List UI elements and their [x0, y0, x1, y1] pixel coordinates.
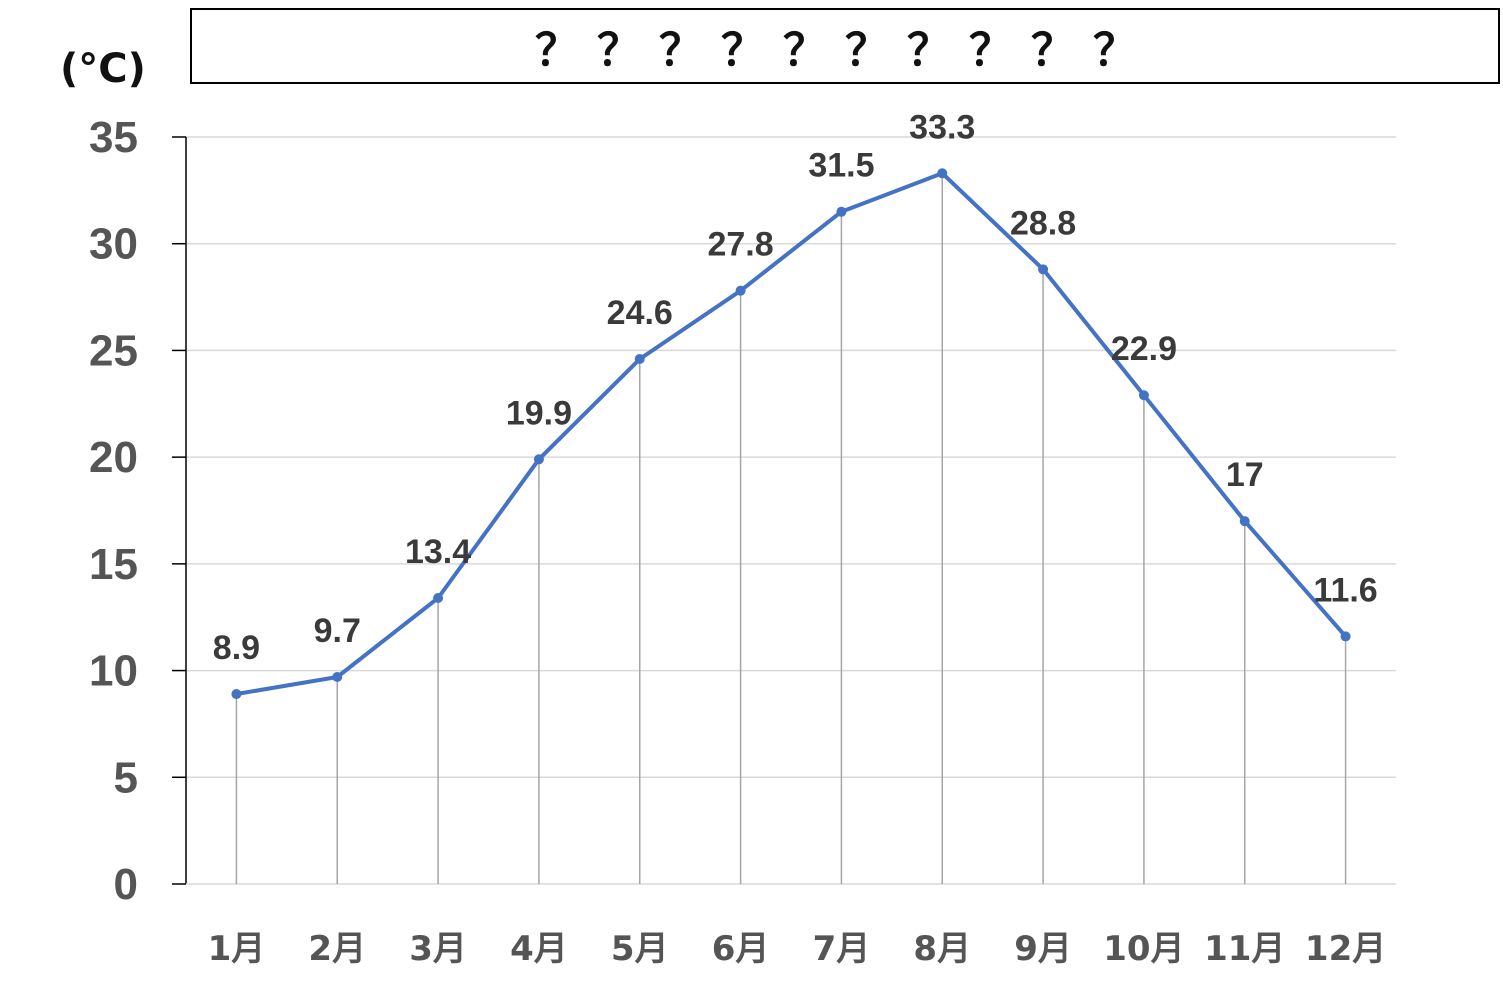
y-tick-label: 35 [89, 113, 138, 162]
y-tick-label: 10 [89, 647, 138, 696]
axes [172, 136, 1396, 885]
y-tick-label: 0 [114, 860, 138, 909]
x-tick-label: 5月 [611, 929, 669, 969]
data-point [1138, 390, 1149, 401]
drop-lines [235, 173, 1347, 884]
x-tick-labels: 1月 2月 3月 4月 5月 6月 7月 8月 9月 10月 11月 12月 [208, 929, 1387, 969]
chart-title: ？？？？？？？？？？ [535, 25, 1155, 76]
data-label: 17 [1226, 456, 1264, 494]
data-label: 24.6 [607, 294, 673, 332]
data-label: 19.9 [506, 394, 572, 432]
x-tick-label: 8月 [913, 929, 971, 969]
x-tick-label: 12月 [1305, 929, 1386, 969]
y-tick-labels: 0 5 10 15 20 25 30 35 [89, 113, 138, 909]
x-tick-label: 7月 [813, 929, 871, 969]
data-point [735, 285, 746, 296]
x-tick-label: 11月 [1204, 929, 1285, 969]
data-label: 27.8 [707, 226, 773, 264]
data-label: 28.8 [1010, 204, 1076, 242]
y-tick-label: 30 [89, 220, 138, 269]
data-point [533, 454, 544, 465]
data-label: 22.9 [1111, 330, 1177, 368]
data-point [836, 206, 847, 217]
data-point [433, 593, 444, 604]
data-point [1239, 516, 1250, 527]
data-point [231, 689, 242, 700]
data-point [1340, 631, 1351, 642]
x-tick-label: 3月 [409, 929, 467, 969]
data-point [634, 353, 645, 364]
y-tick-label: 20 [89, 433, 138, 482]
data-label: 31.5 [808, 147, 874, 185]
x-tick-label: 6月 [712, 929, 770, 969]
data-label: 13.4 [405, 533, 471, 571]
data-label: 8.9 [213, 629, 260, 667]
y-tick-label: 25 [89, 326, 138, 375]
data-label: 9.7 [314, 612, 361, 650]
gridlines [186, 136, 1396, 779]
x-tick-label: 10月 [1103, 929, 1184, 969]
series-line-layer [236, 171, 1348, 696]
data-point [937, 168, 948, 179]
data-labels: 8.9 9.7 13.4 19.9 24.6 27.8 31.5 33.3 28.8 22.9 17… [213, 108, 1378, 667]
x-tick-label: 2月 [308, 929, 366, 969]
data-label: 11.6 [1313, 571, 1377, 609]
chart-title-box: ？？？？？？？？？？ [190, 8, 1500, 84]
x-tick-label: 1月 [208, 929, 266, 969]
data-point [332, 671, 343, 682]
data-points [231, 168, 1351, 700]
data-label: 33.3 [909, 108, 975, 146]
x-tick-label: 4月 [510, 929, 568, 969]
y-tick-label: 15 [89, 540, 138, 589]
series-line [236, 171, 1348, 696]
data-point [1038, 264, 1049, 275]
y-axis-unit-label: (°C) [60, 46, 146, 92]
y-tick-label: 5 [114, 753, 138, 802]
x-tick-label: 9月 [1014, 929, 1072, 969]
